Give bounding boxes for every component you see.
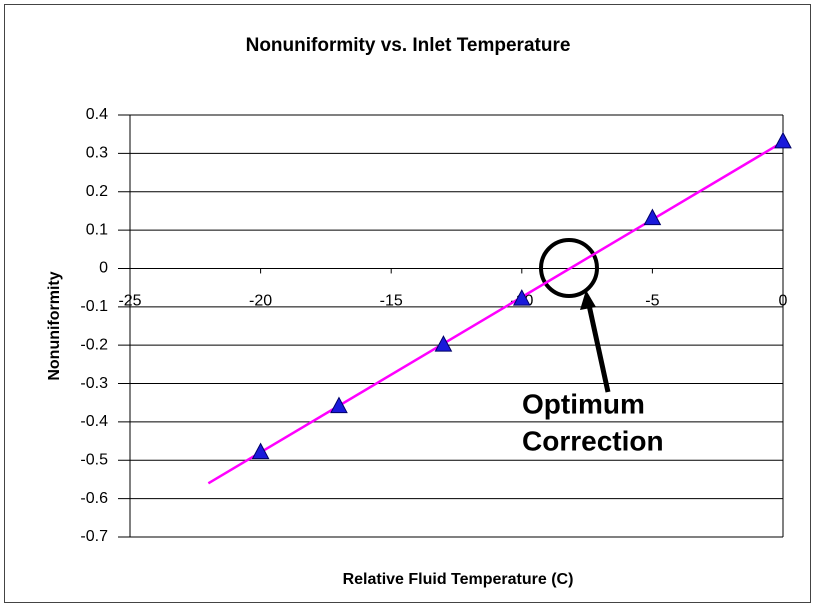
annotation: Optimum	[522, 388, 645, 419]
y-tick-label: -0.4	[80, 413, 108, 430]
x-tick-label: -25	[118, 293, 141, 310]
y-tick-label: 0	[99, 260, 108, 277]
arrow-head	[580, 290, 596, 310]
data-point	[774, 131, 792, 149]
y-tick-label: -0.1	[80, 298, 108, 315]
y-tick-label: 0.3	[86, 145, 108, 162]
y-tick-label: -0.2	[80, 336, 108, 353]
y-tick-label: -0.3	[80, 375, 108, 392]
annotation-arrow	[586, 304, 611, 393]
x-tick-label: -15	[380, 293, 403, 310]
x-tick-label: 0	[779, 293, 788, 310]
y-tick-label: -0.5	[80, 451, 108, 468]
y-tick-label: 0.4	[86, 106, 108, 123]
x-axis-label: Relative Fluid Temperature (C)	[343, 571, 574, 588]
y-tick-label: 0.1	[86, 221, 108, 238]
y-tick-label: -0.6	[80, 490, 108, 507]
data-point	[512, 289, 531, 306]
chart-title: Nonuniformity vs. Inlet Temperature	[246, 35, 571, 56]
data-point	[251, 442, 270, 460]
y-tick-label: -0.7	[80, 528, 108, 545]
trendline	[207, 140, 784, 485]
y-axis-label: Nonuniformity	[46, 271, 63, 380]
annotation: Correction	[522, 425, 664, 456]
x-tick-label: -20	[249, 293, 272, 310]
data-point	[643, 208, 662, 226]
data-point	[330, 396, 348, 414]
data-point	[434, 335, 453, 352]
chart-border	[4, 4, 811, 603]
y-tick-label: 0.2	[86, 183, 108, 200]
x-tick-label: -5	[645, 293, 659, 310]
